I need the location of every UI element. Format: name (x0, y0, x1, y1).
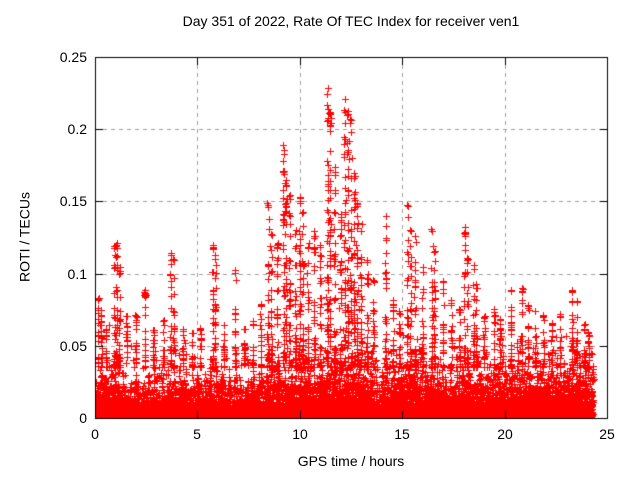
y-axis-label: ROTI / TECUs (16, 192, 33, 282)
x-axis-label: GPS time / hours (297, 453, 405, 469)
y-tick-label: 0.25 (59, 49, 87, 65)
chart-title: Day 351 of 2022, Rate Of TEC Index for r… (182, 13, 520, 29)
y-tick-label: 0.1 (67, 266, 87, 282)
y-tick-label: 0.05 (59, 338, 87, 354)
y-tick-label: 0 (79, 410, 87, 426)
y-tick-label: 0.15 (59, 193, 87, 209)
y-tick-label: 0.2 (67, 121, 87, 137)
x-tick-label: 10 (292, 426, 308, 442)
x-tick-label: 0 (91, 426, 99, 442)
x-tick-label: 25 (599, 426, 615, 442)
x-tick-label: 5 (193, 426, 201, 442)
x-tick-label: 15 (394, 426, 410, 442)
x-tick-label: 20 (497, 426, 513, 442)
